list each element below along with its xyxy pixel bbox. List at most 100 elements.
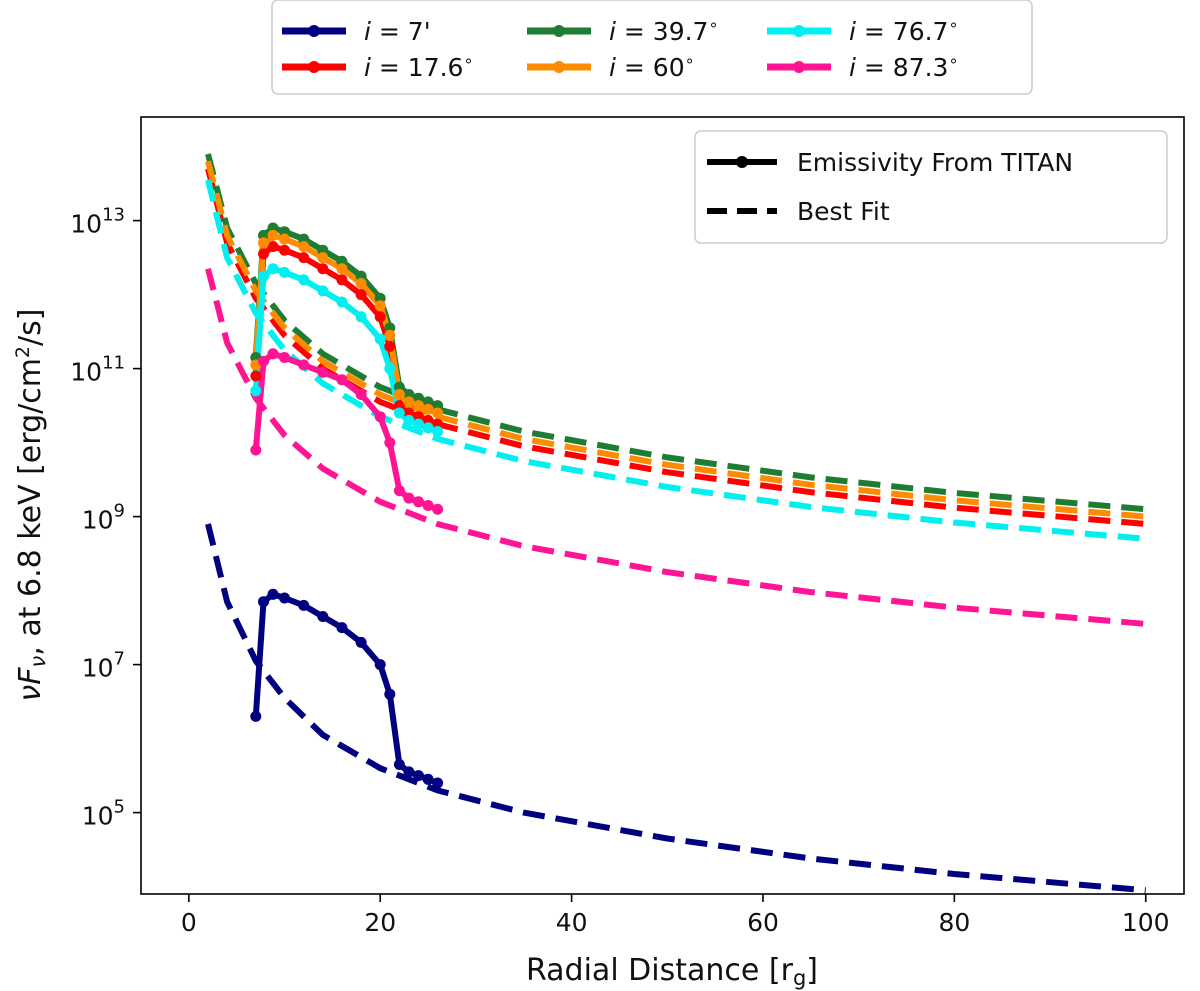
style-legend-box xyxy=(694,130,1168,244)
legend-entry-label: i = 7' xyxy=(364,17,431,46)
series-3-point xyxy=(336,263,348,275)
series-4-point xyxy=(403,414,415,426)
series-0-point xyxy=(403,766,415,778)
series-1-point xyxy=(279,244,290,256)
y-axis-label: νFν, at 6.8 keV [erg/cm2/s] xyxy=(12,309,50,702)
x-tick-label: 60 xyxy=(747,908,779,937)
series-1-point xyxy=(384,340,396,352)
x-tick-label: 40 xyxy=(556,908,588,937)
x-tick-label: 20 xyxy=(364,908,396,937)
series-3-point xyxy=(374,300,386,312)
series-0-point xyxy=(336,622,348,634)
series-1-point xyxy=(298,252,310,264)
series-3-point xyxy=(432,407,444,419)
y-tick-label: 1011 xyxy=(70,353,125,387)
series-5-point xyxy=(355,389,367,400)
legend-swatch-marker xyxy=(553,25,565,37)
series-3-point xyxy=(267,229,279,241)
series-1-point xyxy=(374,311,386,323)
series-4-point xyxy=(422,422,434,434)
series-4-point xyxy=(355,311,367,323)
series-4-point xyxy=(250,385,262,397)
series-0-point xyxy=(279,592,290,604)
series-3-point xyxy=(422,403,434,415)
y-axis-ticks: 105 107 109 1011 1013 xyxy=(70,205,141,831)
series-1-point xyxy=(250,370,262,382)
series-5-point xyxy=(267,348,279,360)
series-0-best-fit-line xyxy=(205,523,1146,894)
legend-emissivity-label: Emissivity From TITAN xyxy=(797,148,1073,177)
x-tick-label: 0 xyxy=(181,908,197,937)
series-5-point xyxy=(317,366,329,378)
series-0-point xyxy=(317,611,329,622)
series-3-point xyxy=(298,241,310,252)
series-legend: i = 7' i = 39.7∘ i = 76.7∘ i = 17.6∘ i = 60∘… xyxy=(271,0,1033,95)
series-0-point xyxy=(374,659,386,671)
series-1-point xyxy=(267,241,279,252)
series-4-point xyxy=(384,363,396,375)
legend-entry-label: i = 39.7∘ xyxy=(609,15,718,46)
series-5-best-fit-line xyxy=(205,267,1146,627)
series-0-point xyxy=(432,777,444,789)
series-0-point xyxy=(298,599,310,611)
series-4-point xyxy=(267,263,279,275)
series-4-point xyxy=(432,426,444,437)
legend-solid-marker xyxy=(736,156,748,168)
legend-best-fit-label: Best Fit xyxy=(797,197,890,226)
series-3-point xyxy=(355,278,367,289)
series-0-point xyxy=(267,588,279,600)
series-4-point xyxy=(413,418,424,430)
series-4-point xyxy=(279,266,290,278)
legend-swatch-marker xyxy=(793,61,805,73)
series-0-point xyxy=(384,688,396,700)
series-5-point xyxy=(422,500,434,511)
legend-swatch-marker xyxy=(793,25,805,37)
x-tick-label: 80 xyxy=(938,908,970,937)
series-5-point xyxy=(432,503,444,515)
series-4-best-fit-line xyxy=(205,179,1146,542)
series-4-point xyxy=(374,333,386,345)
series-3-point xyxy=(279,233,290,245)
series-5-point xyxy=(374,411,386,423)
series-5-point xyxy=(413,496,424,508)
series-3-point xyxy=(384,329,396,341)
series-1-point xyxy=(355,289,367,301)
series-3-point xyxy=(317,252,329,264)
series-legend-box xyxy=(271,0,1033,95)
legend-entry-label: i = 76.7∘ xyxy=(849,15,958,46)
plot-frame xyxy=(140,116,1185,895)
series-4-point xyxy=(258,270,269,282)
x-axis-label: Radial Distance [rg] xyxy=(526,953,818,990)
series-1-point xyxy=(317,263,329,275)
y-tick-label: 107 xyxy=(82,649,125,683)
y-tick-label: 105 xyxy=(82,797,125,831)
series-0-point xyxy=(413,770,424,782)
series-4-point xyxy=(336,296,348,308)
legend-entry-label: i = 60∘ xyxy=(609,51,695,82)
legend-swatch-marker xyxy=(308,25,320,37)
series-5-point xyxy=(250,444,262,456)
series-0-point xyxy=(393,759,405,770)
series-4-point xyxy=(298,274,310,286)
series-0-point xyxy=(258,596,269,608)
y-tick-label: 1013 xyxy=(70,205,125,239)
series-5-point xyxy=(279,352,290,363)
series-4-point xyxy=(393,407,405,419)
x-axis-ticks: 0 20 40 60 80 100 xyxy=(181,894,1170,937)
series-5-point xyxy=(393,485,405,497)
legend-swatch-marker xyxy=(308,61,320,73)
series-5-point xyxy=(258,355,269,367)
series-0-point xyxy=(355,636,367,648)
series-5-point xyxy=(298,359,310,371)
series-5-point xyxy=(384,437,396,449)
style-legend: Emissivity From TITAN Best Fit xyxy=(694,130,1168,244)
x-tick-label: 100 xyxy=(1122,908,1170,937)
series-3-point xyxy=(393,389,405,400)
series-1-point xyxy=(258,248,269,260)
legend-entry-label: i = 17.6∘ xyxy=(364,51,473,82)
legend-swatch-marker xyxy=(553,61,565,73)
series-0-point xyxy=(422,773,434,785)
series-4-point xyxy=(317,285,329,297)
series-0-point xyxy=(250,710,262,722)
